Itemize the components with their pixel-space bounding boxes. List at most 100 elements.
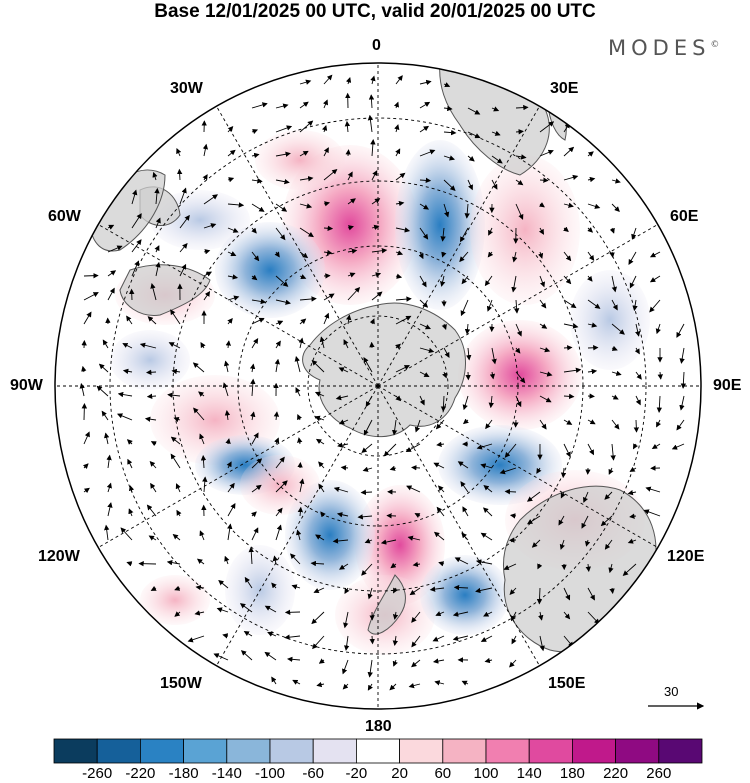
wind-arrow xyxy=(509,659,517,668)
wind-arrow xyxy=(464,323,471,335)
wind-arrow xyxy=(679,395,685,411)
wind-arrow xyxy=(563,367,582,373)
wind-arrow xyxy=(491,130,501,136)
wind-arrow xyxy=(645,486,661,493)
wind-arrow xyxy=(483,611,493,617)
wind-arrow xyxy=(174,585,181,591)
wind-arrow xyxy=(461,275,469,285)
wind-arrow xyxy=(483,485,493,493)
wind-arrow xyxy=(199,433,205,445)
wind-arrow xyxy=(435,611,445,617)
wind-arrow xyxy=(175,483,181,493)
wind-arrow xyxy=(608,563,614,574)
wind-arrow xyxy=(291,584,301,590)
wind-arrow xyxy=(299,150,309,157)
wind-arrow xyxy=(176,148,182,157)
wind-arrow xyxy=(251,129,259,135)
wind-arrow xyxy=(347,171,353,181)
wind-arrow xyxy=(587,368,598,375)
wind-arrow xyxy=(371,291,383,301)
colorbar-swatch xyxy=(355,738,400,764)
wind-arrow xyxy=(513,299,520,314)
wind-arrow xyxy=(179,214,190,229)
wind-arrow xyxy=(146,393,157,400)
wind-arrow xyxy=(314,391,325,397)
wind-arrow xyxy=(611,370,622,376)
colorbar-swatch xyxy=(53,738,98,764)
wind-arrow xyxy=(539,419,547,430)
wind-arrow xyxy=(144,416,157,422)
wind-arrow xyxy=(240,650,253,661)
copyright-mark: © xyxy=(710,40,720,50)
wind-arrow xyxy=(419,371,430,378)
wind-arrow xyxy=(333,486,349,493)
wind-arrow xyxy=(227,149,236,157)
colorbar-swatch xyxy=(485,738,530,764)
wind-arrow xyxy=(438,561,445,567)
wind-arrow xyxy=(443,179,456,191)
wind-arrow xyxy=(409,587,421,596)
wind-arrow xyxy=(389,683,397,691)
wind-arrow xyxy=(432,635,445,642)
wind-arrow xyxy=(170,453,181,469)
wind-arrow xyxy=(467,131,481,139)
wind-arrow xyxy=(392,659,398,667)
wind-arrow xyxy=(323,312,330,325)
wind-arrow xyxy=(299,296,317,302)
wind-arrow xyxy=(271,582,277,589)
wind-arrow xyxy=(581,515,589,529)
wind-arrow xyxy=(367,683,373,691)
lon-label-120w: 120W xyxy=(38,548,80,565)
wind-arrow xyxy=(511,275,517,293)
wind-arrow xyxy=(107,502,113,517)
wind-arrow xyxy=(251,527,259,541)
wind-arrow xyxy=(515,129,524,135)
wind-arrow xyxy=(563,323,579,329)
wind-arrow xyxy=(419,203,430,210)
wind-arrow xyxy=(361,563,373,576)
wind-arrow xyxy=(454,557,469,565)
lon-label-150w: 150W xyxy=(160,675,202,692)
wind-arrow xyxy=(395,75,403,85)
wind-arrow xyxy=(634,347,640,355)
wind-arrow xyxy=(504,443,517,458)
wind-arrow xyxy=(198,391,205,397)
wind-arrow xyxy=(461,680,469,686)
wind-arrow xyxy=(371,224,380,231)
wind-arrow xyxy=(461,532,469,541)
colorbar-tick-label: -60 xyxy=(302,765,325,782)
wind-arrow xyxy=(604,539,613,550)
wind-arrow xyxy=(322,124,328,133)
wind-arrow xyxy=(433,462,445,469)
wind-arrow xyxy=(216,607,229,613)
wind-arrow xyxy=(251,274,258,281)
wind-arrow xyxy=(251,102,268,109)
wind-arrow xyxy=(515,104,529,111)
wind-arrow xyxy=(227,502,236,517)
wind-arrow xyxy=(485,419,493,430)
wind-arrow xyxy=(152,171,158,181)
wind-arrow xyxy=(443,155,455,161)
wind-arrow xyxy=(275,275,289,287)
map-border xyxy=(54,62,702,710)
wind-arrow xyxy=(131,239,142,253)
wind-arrow xyxy=(563,251,572,262)
lon-label-60e: 60E xyxy=(670,208,699,225)
colorbar-tick-label: 220 xyxy=(603,765,629,782)
wind-arrow xyxy=(292,679,301,685)
wind-arrow xyxy=(275,125,293,133)
wind-arrow xyxy=(251,432,259,445)
wind-arrow xyxy=(249,363,256,373)
wind-arrow xyxy=(475,587,493,594)
wind-arrow xyxy=(314,415,325,421)
wind-arrow xyxy=(83,487,90,494)
latitude-circle xyxy=(109,117,647,655)
wind-arrow xyxy=(419,299,429,308)
wind-arrow xyxy=(176,509,182,517)
wind-arrow xyxy=(491,179,498,190)
wind-arrow xyxy=(192,362,205,373)
wind-arrow xyxy=(611,394,619,400)
wind-arrow xyxy=(361,443,373,453)
wind-arrow xyxy=(489,371,496,380)
wind-arrow xyxy=(480,635,493,642)
